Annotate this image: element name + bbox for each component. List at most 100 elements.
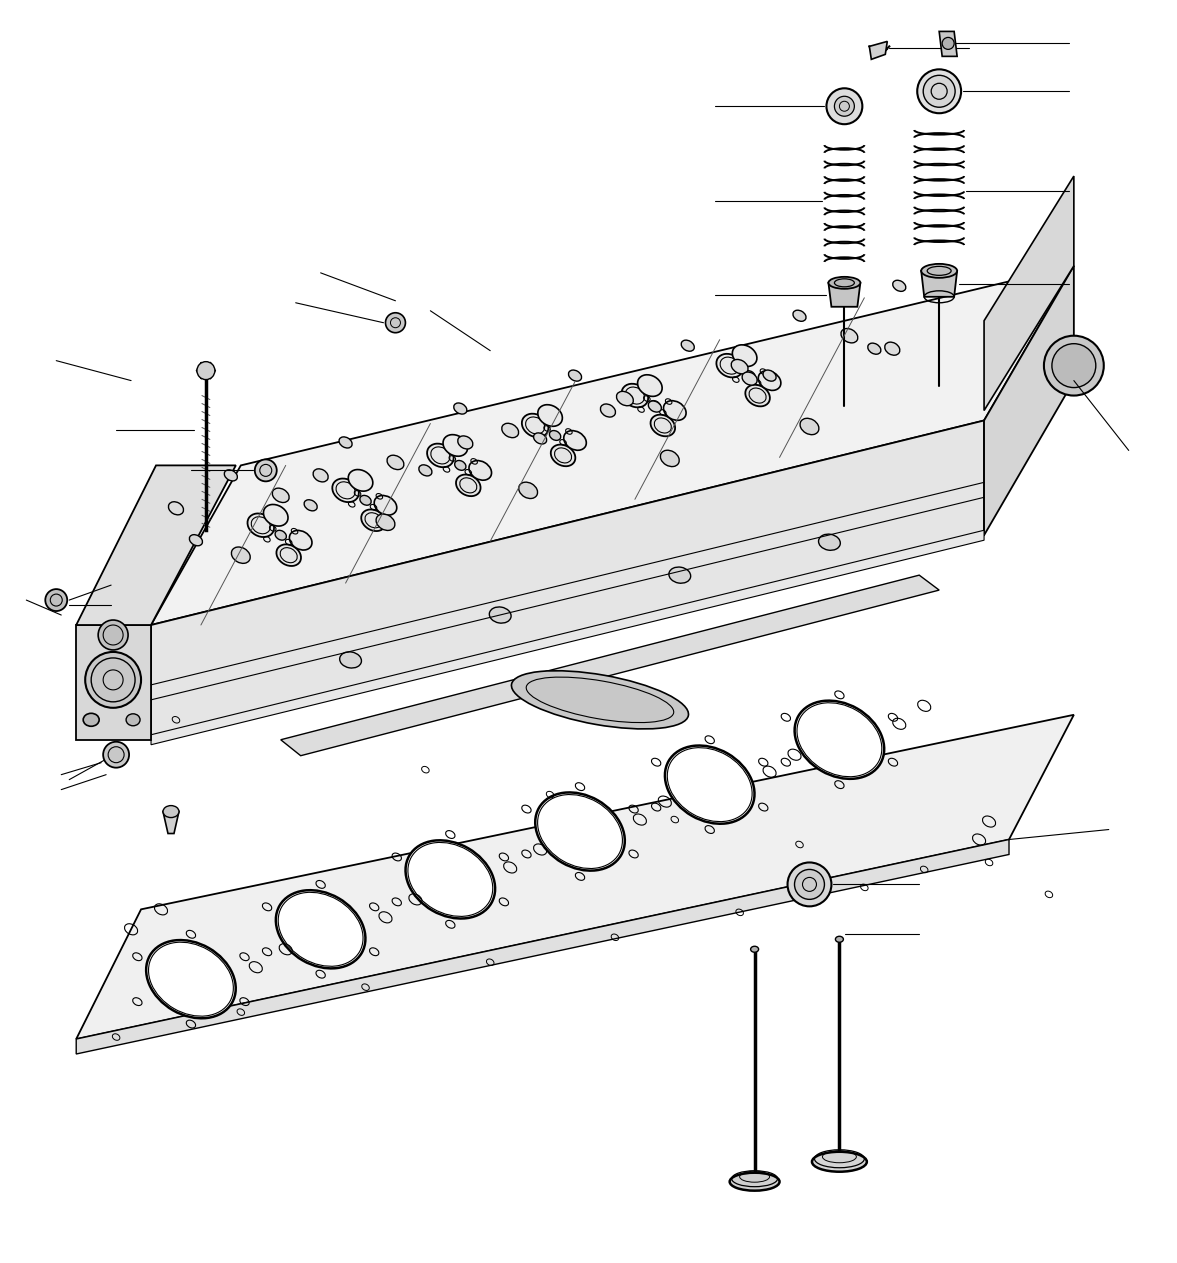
Ellipse shape (275, 890, 365, 969)
Ellipse shape (419, 465, 432, 476)
Polygon shape (77, 625, 151, 740)
Ellipse shape (501, 423, 519, 438)
Ellipse shape (621, 384, 649, 408)
Ellipse shape (564, 431, 586, 451)
Ellipse shape (168, 501, 184, 515)
Ellipse shape (225, 470, 238, 481)
Polygon shape (162, 812, 179, 834)
Circle shape (794, 869, 824, 899)
Ellipse shape (232, 547, 251, 563)
Ellipse shape (455, 475, 480, 496)
Ellipse shape (836, 936, 844, 942)
Ellipse shape (458, 436, 473, 448)
Ellipse shape (454, 403, 467, 414)
Ellipse shape (360, 495, 371, 505)
Ellipse shape (568, 370, 581, 381)
Ellipse shape (829, 277, 860, 289)
Circle shape (923, 76, 955, 107)
Polygon shape (922, 270, 957, 297)
Ellipse shape (617, 392, 633, 405)
Polygon shape (281, 575, 939, 755)
Ellipse shape (892, 280, 906, 292)
Circle shape (254, 460, 277, 481)
Polygon shape (829, 283, 860, 307)
Ellipse shape (751, 946, 759, 952)
Ellipse shape (377, 514, 395, 530)
Polygon shape (984, 266, 1073, 536)
Ellipse shape (339, 437, 352, 448)
Ellipse shape (406, 840, 496, 918)
Ellipse shape (665, 745, 754, 823)
Ellipse shape (664, 400, 686, 421)
Ellipse shape (669, 567, 691, 584)
Ellipse shape (638, 375, 663, 397)
Ellipse shape (490, 608, 511, 623)
Ellipse shape (247, 514, 274, 537)
Ellipse shape (732, 345, 757, 366)
Ellipse shape (744, 371, 756, 380)
Polygon shape (939, 32, 957, 57)
Ellipse shape (361, 509, 386, 530)
Ellipse shape (272, 488, 290, 503)
Ellipse shape (550, 431, 560, 441)
Ellipse shape (660, 450, 679, 466)
Ellipse shape (521, 414, 548, 437)
Ellipse shape (84, 714, 99, 726)
Ellipse shape (146, 940, 235, 1018)
Circle shape (45, 589, 67, 611)
Circle shape (826, 88, 863, 124)
Ellipse shape (922, 264, 957, 278)
Ellipse shape (454, 461, 466, 470)
Ellipse shape (742, 373, 757, 385)
Ellipse shape (443, 434, 467, 456)
Ellipse shape (812, 1152, 866, 1172)
Ellipse shape (651, 414, 676, 436)
Ellipse shape (332, 479, 359, 503)
Ellipse shape (468, 461, 492, 480)
Ellipse shape (818, 534, 840, 551)
Ellipse shape (650, 400, 660, 410)
Ellipse shape (730, 1173, 779, 1191)
Ellipse shape (340, 652, 361, 668)
Circle shape (917, 69, 962, 114)
Ellipse shape (536, 792, 625, 870)
Circle shape (386, 313, 405, 332)
Circle shape (942, 38, 955, 49)
Ellipse shape (538, 404, 563, 427)
Ellipse shape (794, 701, 884, 779)
Ellipse shape (533, 433, 546, 445)
Ellipse shape (348, 470, 373, 491)
Ellipse shape (758, 371, 780, 390)
Ellipse shape (793, 311, 806, 321)
Ellipse shape (681, 340, 694, 351)
Polygon shape (77, 465, 235, 625)
Ellipse shape (126, 714, 140, 726)
Circle shape (104, 741, 129, 768)
Polygon shape (151, 266, 1073, 625)
Ellipse shape (745, 385, 770, 407)
Ellipse shape (551, 445, 576, 466)
Polygon shape (984, 176, 1073, 410)
Ellipse shape (512, 671, 689, 729)
Ellipse shape (304, 500, 317, 510)
Circle shape (1044, 336, 1104, 395)
Circle shape (787, 863, 831, 907)
Polygon shape (77, 840, 1009, 1055)
Ellipse shape (731, 360, 749, 374)
Circle shape (1052, 344, 1096, 388)
Ellipse shape (162, 806, 179, 817)
Ellipse shape (763, 370, 776, 381)
Ellipse shape (867, 344, 880, 354)
Ellipse shape (264, 504, 288, 527)
Ellipse shape (427, 443, 453, 467)
Ellipse shape (840, 328, 858, 342)
Polygon shape (151, 421, 984, 740)
Circle shape (98, 620, 128, 650)
Ellipse shape (717, 354, 743, 378)
Ellipse shape (313, 469, 328, 482)
Ellipse shape (374, 495, 397, 515)
Ellipse shape (800, 418, 819, 434)
Ellipse shape (275, 530, 286, 541)
Ellipse shape (649, 400, 661, 412)
Circle shape (85, 652, 141, 707)
